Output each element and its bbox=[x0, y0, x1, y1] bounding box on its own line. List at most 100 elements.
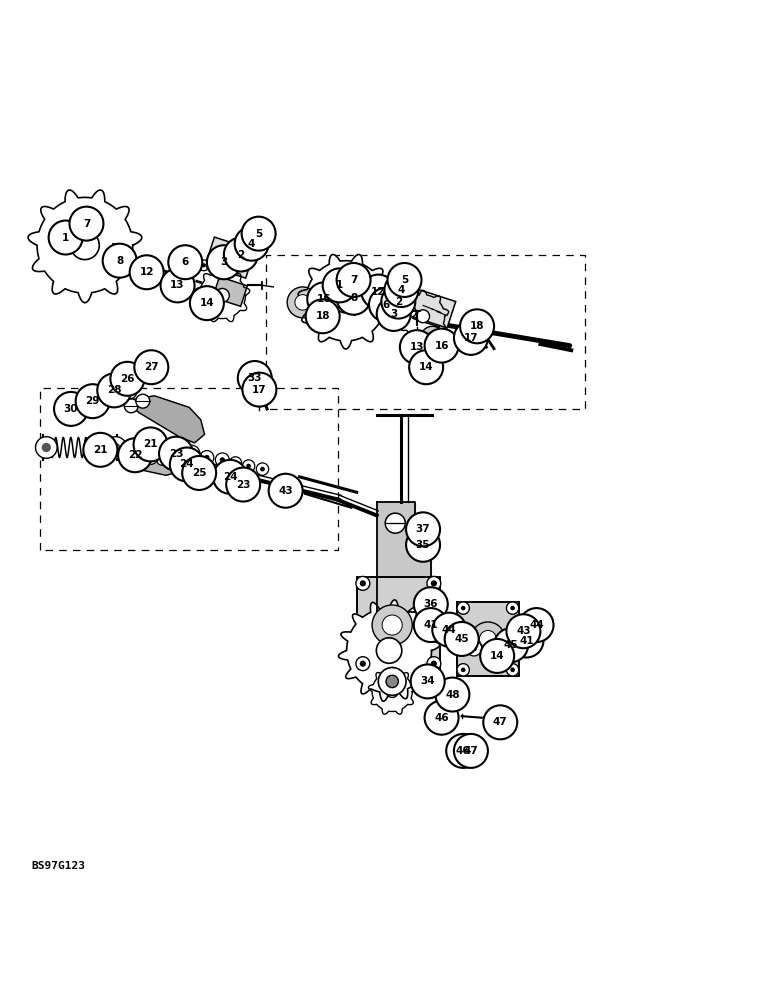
Circle shape bbox=[307, 282, 341, 316]
Circle shape bbox=[97, 373, 131, 407]
Text: 12: 12 bbox=[371, 287, 385, 297]
Circle shape bbox=[42, 443, 51, 452]
Circle shape bbox=[425, 701, 459, 735]
Circle shape bbox=[381, 285, 415, 319]
Circle shape bbox=[159, 437, 193, 471]
Circle shape bbox=[356, 657, 370, 671]
Text: 34: 34 bbox=[421, 676, 435, 686]
Circle shape bbox=[398, 305, 408, 315]
Circle shape bbox=[460, 309, 494, 343]
Circle shape bbox=[233, 461, 238, 465]
Circle shape bbox=[181, 259, 187, 265]
Polygon shape bbox=[413, 299, 445, 327]
Circle shape bbox=[118, 438, 152, 472]
Circle shape bbox=[201, 263, 206, 267]
Circle shape bbox=[425, 329, 459, 363]
Circle shape bbox=[361, 275, 395, 309]
Polygon shape bbox=[409, 289, 455, 328]
Circle shape bbox=[323, 268, 357, 302]
Circle shape bbox=[337, 281, 371, 315]
Text: 12: 12 bbox=[140, 267, 154, 277]
Text: BS97G123: BS97G123 bbox=[31, 861, 85, 871]
Text: 5: 5 bbox=[401, 275, 408, 285]
Circle shape bbox=[426, 332, 438, 344]
Circle shape bbox=[269, 474, 303, 508]
Circle shape bbox=[175, 254, 192, 271]
Polygon shape bbox=[213, 277, 247, 306]
Circle shape bbox=[306, 299, 340, 333]
Circle shape bbox=[427, 657, 441, 671]
Circle shape bbox=[215, 288, 229, 302]
Circle shape bbox=[384, 273, 418, 307]
Circle shape bbox=[446, 734, 480, 768]
Circle shape bbox=[409, 350, 443, 384]
Circle shape bbox=[414, 587, 448, 621]
Circle shape bbox=[295, 295, 310, 310]
Circle shape bbox=[378, 668, 406, 695]
Text: 17: 17 bbox=[464, 333, 478, 343]
Circle shape bbox=[382, 615, 402, 635]
Circle shape bbox=[360, 661, 366, 667]
Circle shape bbox=[520, 608, 554, 642]
Text: 24: 24 bbox=[180, 459, 194, 469]
Circle shape bbox=[124, 399, 138, 413]
Text: 18: 18 bbox=[316, 311, 330, 321]
Circle shape bbox=[432, 613, 466, 647]
Text: 24: 24 bbox=[223, 472, 237, 482]
Circle shape bbox=[110, 362, 144, 396]
Circle shape bbox=[377, 297, 411, 331]
Polygon shape bbox=[377, 502, 431, 612]
Circle shape bbox=[400, 330, 434, 364]
Circle shape bbox=[480, 639, 514, 673]
Text: 6: 6 bbox=[382, 300, 390, 310]
Circle shape bbox=[460, 315, 485, 339]
Text: 2: 2 bbox=[394, 297, 402, 307]
Text: 41: 41 bbox=[520, 636, 533, 646]
Text: 3: 3 bbox=[390, 309, 398, 319]
Circle shape bbox=[466, 321, 479, 333]
Circle shape bbox=[457, 664, 469, 676]
Circle shape bbox=[36, 437, 57, 458]
Circle shape bbox=[246, 464, 251, 468]
Circle shape bbox=[466, 641, 482, 656]
Text: 14: 14 bbox=[419, 362, 433, 372]
Circle shape bbox=[372, 605, 412, 645]
Circle shape bbox=[411, 664, 445, 698]
Circle shape bbox=[224, 238, 258, 271]
Circle shape bbox=[381, 303, 388, 308]
Text: 37: 37 bbox=[416, 524, 430, 534]
Circle shape bbox=[499, 645, 505, 651]
Circle shape bbox=[242, 217, 276, 251]
Text: 41: 41 bbox=[424, 620, 438, 630]
Text: 36: 36 bbox=[424, 599, 438, 609]
Circle shape bbox=[388, 302, 400, 314]
Circle shape bbox=[183, 445, 200, 462]
Text: 17: 17 bbox=[252, 385, 266, 395]
Circle shape bbox=[168, 245, 202, 279]
Circle shape bbox=[160, 458, 164, 462]
Text: 14: 14 bbox=[200, 298, 214, 308]
Text: 4: 4 bbox=[248, 239, 256, 249]
Text: 6: 6 bbox=[181, 257, 189, 267]
FancyBboxPatch shape bbox=[357, 577, 440, 670]
Polygon shape bbox=[125, 441, 197, 475]
Circle shape bbox=[287, 287, 318, 318]
Circle shape bbox=[417, 310, 429, 323]
Circle shape bbox=[457, 602, 469, 614]
Circle shape bbox=[83, 433, 117, 467]
Circle shape bbox=[206, 260, 217, 271]
Circle shape bbox=[454, 321, 488, 355]
Circle shape bbox=[242, 460, 255, 472]
Circle shape bbox=[103, 244, 137, 278]
Circle shape bbox=[213, 460, 247, 494]
Circle shape bbox=[471, 622, 505, 656]
Text: 47: 47 bbox=[463, 746, 479, 756]
Circle shape bbox=[445, 622, 479, 656]
Circle shape bbox=[136, 394, 150, 408]
Circle shape bbox=[229, 457, 242, 469]
Polygon shape bbox=[195, 268, 249, 322]
Text: 18: 18 bbox=[470, 321, 484, 331]
Circle shape bbox=[479, 630, 496, 647]
Circle shape bbox=[435, 678, 469, 712]
Circle shape bbox=[70, 231, 100, 260]
